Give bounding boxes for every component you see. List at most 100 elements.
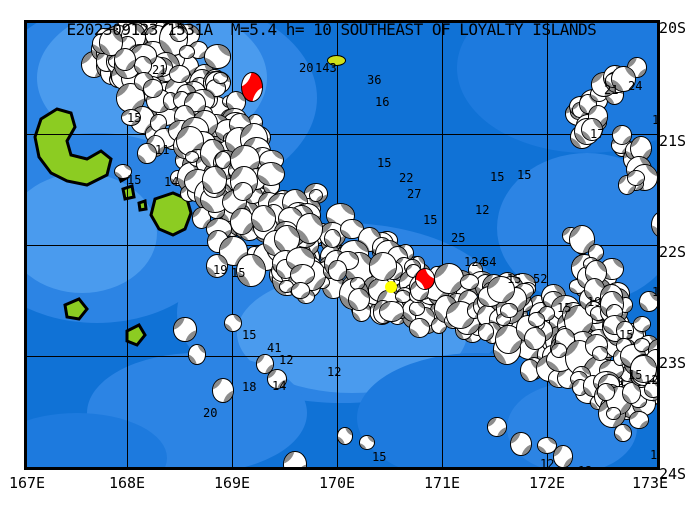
focal-mechanism-beachball	[626, 170, 645, 187]
focal-quadrant	[300, 248, 315, 260]
focal-mechanism-beachball	[408, 301, 425, 316]
focal-quadrant	[623, 393, 632, 404]
focal-quadrant	[611, 258, 623, 270]
map-plot-area: 15 15 21 11 14 20 143 36 16 15 22 27 15 12 15 15 25 19 15 1…	[27, 23, 657, 467]
focal-mechanism-beachball	[168, 64, 191, 83]
focal-quadrant	[486, 332, 494, 340]
depth-label: 24	[628, 79, 643, 93]
focal-quadrant	[546, 437, 557, 446]
depth-label: 12	[279, 353, 294, 367]
focal-mechanism-beachball	[295, 212, 324, 244]
focal-quadrant	[222, 390, 234, 402]
focal-quadrant	[500, 310, 509, 318]
focal-quadrant	[479, 296, 490, 306]
focal-quadrant	[146, 126, 155, 134]
focal-quadrant	[600, 347, 608, 354]
focal-quadrant	[242, 221, 254, 234]
focal-quadrant	[496, 325, 509, 340]
depth-label: 25	[451, 231, 466, 245]
focal-quadrant	[231, 146, 246, 160]
focal-quadrant	[326, 215, 341, 227]
focal-quadrant	[630, 412, 639, 421]
depth-label: 52	[533, 272, 548, 286]
focal-quadrant	[169, 121, 181, 132]
depth-label: 54	[482, 255, 497, 269]
focal-quadrant	[184, 66, 198, 78]
focal-quadrant	[623, 67, 636, 80]
focal-quadrant	[277, 268, 286, 278]
focal-mechanism-beachball	[324, 228, 342, 248]
focal-quadrant	[618, 176, 628, 186]
map-frame: 15 15 21 11 14 20 143 36 16 15 22 27 15 12 15 15 25 19 15 1…	[24, 20, 660, 470]
focal-quadrant	[638, 400, 646, 408]
focal-quadrant	[135, 65, 144, 74]
focal-quadrant	[643, 355, 656, 369]
focal-quadrant	[644, 164, 657, 178]
focal-quadrant	[627, 185, 636, 194]
focal-quadrant	[133, 23, 145, 37]
focal-mechanism-beachball	[596, 383, 615, 401]
focal-quadrant	[380, 302, 392, 312]
focal-quadrant	[267, 369, 277, 379]
focal-quadrant	[253, 187, 263, 196]
focal-mechanism-beachball	[632, 315, 651, 332]
depth-label: 20	[299, 61, 314, 75]
x-axis-label-168e: 168E	[108, 474, 146, 492]
focal-quadrant	[569, 225, 582, 240]
depth-label: 15	[372, 450, 387, 464]
focal-quadrant	[252, 87, 262, 101]
focal-quadrant	[252, 218, 264, 232]
focal-quadrant	[460, 274, 470, 282]
focal-quadrant	[225, 323, 233, 332]
focal-quadrant	[309, 189, 316, 196]
focal-mechanism-beachball	[150, 114, 167, 132]
focal-quadrant	[606, 304, 615, 313]
y-axis-label-21s: 21S	[659, 132, 687, 150]
land-loyalty-island	[149, 191, 193, 237]
focal-quadrant	[198, 49, 208, 58]
focal-quadrant	[606, 407, 614, 414]
focal-quadrant	[216, 151, 224, 160]
y-axis-label-20s: 20S	[659, 19, 687, 37]
focal-mechanism-beachball	[290, 282, 311, 299]
depth-label: 15	[650, 448, 657, 462]
focal-quadrant	[535, 327, 546, 339]
focal-quadrant	[271, 150, 283, 160]
focal-quadrant	[586, 335, 597, 346]
focal-quadrant	[201, 217, 211, 228]
focal-quadrant	[641, 323, 650, 331]
focal-quadrant	[214, 166, 227, 180]
focal-quadrant	[147, 136, 156, 147]
focal-quadrant	[627, 171, 636, 179]
focal-quadrant	[122, 164, 132, 172]
x-axis-label-170e: 170E	[318, 474, 356, 492]
focal-quadrant	[158, 123, 166, 131]
focal-quadrant	[652, 224, 657, 238]
focal-quadrant	[477, 306, 487, 317]
focal-quadrant	[120, 36, 128, 44]
focal-quadrant	[240, 233, 250, 241]
focal-quadrant	[184, 105, 195, 117]
focal-quadrant	[215, 130, 229, 141]
focal-quadrant	[173, 145, 185, 159]
focal-quadrant	[425, 269, 434, 279]
focal-quadrant	[187, 25, 199, 36]
focal-mechanism-beachball	[629, 411, 649, 429]
focal-quadrant	[645, 389, 654, 397]
depth-label: 16	[375, 95, 390, 109]
focal-quadrant	[410, 328, 420, 338]
focal-quadrant	[569, 286, 578, 293]
y-axis-label-23s: 23S	[659, 354, 687, 372]
focal-quadrant	[508, 303, 517, 311]
focal-quadrant	[242, 73, 252, 87]
depth-label: 15	[557, 301, 572, 315]
focal-quadrant	[344, 427, 353, 436]
focal-mechanism-beachball	[251, 204, 277, 233]
focal-quadrant	[635, 339, 642, 346]
focal-quadrant	[487, 277, 501, 290]
focal-quadrant	[605, 384, 614, 392]
focal-quadrant	[231, 208, 243, 222]
focal-quadrant	[251, 255, 266, 271]
focal-quadrant	[264, 185, 272, 194]
focal-quadrant	[138, 153, 147, 164]
